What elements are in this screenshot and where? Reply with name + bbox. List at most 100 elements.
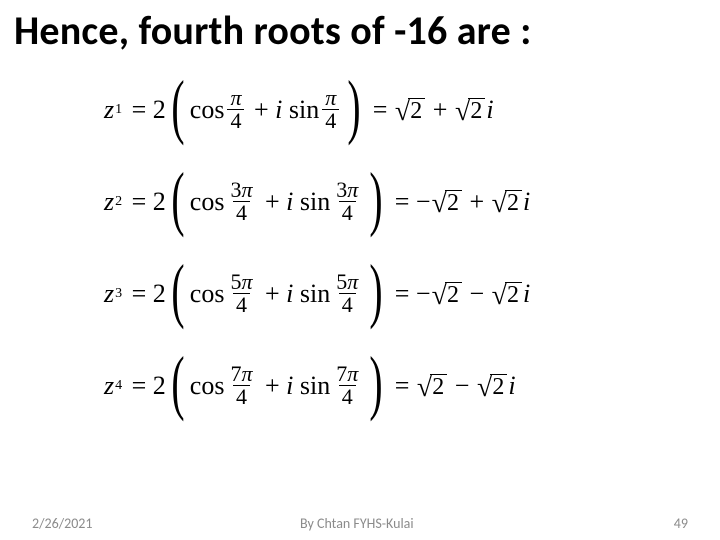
plus: +	[463, 187, 491, 217]
denom: 4	[233, 293, 250, 316]
rparen-icon: )	[370, 260, 383, 320]
radicand: 2	[445, 282, 462, 307]
equation-row: z4 = 2 ( cos 7π 4 + i sin 7π 4 ) = √2 − …	[104, 350, 624, 422]
imag-i: i	[286, 187, 293, 217]
sqrt: √2	[417, 374, 447, 399]
z-subscript: 3	[115, 286, 122, 302]
sqrt: √2	[477, 374, 507, 399]
radicand: 2	[468, 98, 485, 123]
sin-label: sin	[300, 279, 330, 309]
sqrt: √2	[432, 282, 462, 307]
rparen-icon: )	[370, 352, 383, 412]
radical-icon: √	[395, 101, 410, 123]
var-z: z	[104, 187, 114, 217]
footer-date: 2/26/2021	[32, 515, 92, 532]
numer: π	[230, 85, 241, 110]
minus: −	[463, 279, 491, 309]
fraction: 5π 4	[227, 271, 255, 316]
cos-label: cos	[190, 279, 225, 309]
coeff: 2	[153, 279, 166, 309]
slide: Hence, fourth roots of -16 are : z1 = 2 …	[0, 0, 720, 540]
cos-label: cos	[190, 187, 225, 217]
imag-i: i	[286, 279, 293, 309]
denom: 4	[339, 201, 356, 224]
equals: =	[366, 95, 394, 125]
coeff: 2	[153, 187, 166, 217]
rparen-icon: )	[370, 168, 383, 228]
radicand: 2	[505, 190, 522, 215]
coeff: 2	[153, 95, 166, 125]
equals: =	[125, 95, 153, 125]
radicand: 2	[505, 282, 522, 307]
radicand: 2	[445, 190, 462, 215]
footer-page: 49	[674, 515, 688, 532]
radical-icon: √	[492, 285, 507, 307]
imag-i: i	[486, 95, 493, 125]
radicand: 2	[430, 374, 447, 399]
equals: =	[125, 187, 153, 217]
plus: +	[258, 279, 286, 309]
denom: 4	[227, 109, 244, 132]
radicand: 2	[408, 98, 425, 123]
minus: −	[448, 371, 476, 401]
var-z: z	[104, 371, 114, 401]
equals: =	[125, 371, 153, 401]
equals: =	[125, 279, 153, 309]
imag-i: i	[523, 279, 530, 309]
cos-label: cos	[190, 95, 225, 125]
sin-label: sin	[300, 371, 330, 401]
var-z: z	[104, 95, 114, 125]
sqrt: √2	[395, 98, 425, 123]
fraction: π 4	[322, 87, 339, 132]
var-z: z	[104, 279, 114, 309]
imag-i: i	[286, 371, 293, 401]
fraction: 5π 4	[333, 271, 361, 316]
imag-i: i	[508, 371, 515, 401]
equals: =	[388, 187, 416, 217]
equals: =	[388, 371, 416, 401]
fraction: 3π 4	[227, 179, 255, 224]
sqrt: √2	[492, 282, 522, 307]
z-subscript: 4	[115, 378, 122, 394]
equation-row: z1 = 2 ( cos π 4 + i sin π 4 ) = √2 + √2	[104, 74, 624, 146]
sin-label: sin	[289, 95, 319, 125]
footer-author: By Chtan FYHS-Kulai	[300, 515, 414, 532]
fraction: π 4	[227, 87, 244, 132]
cos-label: cos	[190, 371, 225, 401]
plus: +	[247, 95, 275, 125]
denom: 4	[233, 385, 250, 408]
imag-i: i	[275, 95, 282, 125]
lparen-icon: (	[171, 168, 184, 228]
denom: 4	[339, 293, 356, 316]
radical-icon: √	[477, 377, 492, 399]
fraction: 7π 4	[333, 363, 361, 408]
z-subscript: 1	[115, 102, 122, 118]
sqrt: √2	[455, 98, 485, 123]
numer: π	[325, 85, 336, 110]
radicand: 2	[490, 374, 507, 399]
sign1: −	[416, 187, 431, 217]
sqrt: √2	[432, 190, 462, 215]
rparen-icon: )	[348, 76, 361, 136]
radical-icon: √	[432, 285, 447, 307]
equals: =	[388, 279, 416, 309]
coeff: 2	[153, 371, 166, 401]
radical-icon: √	[432, 193, 447, 215]
sign1: −	[416, 279, 431, 309]
lparen-icon: (	[171, 76, 184, 136]
radical-icon: √	[417, 377, 432, 399]
lparen-icon: (	[171, 260, 184, 320]
equations-block: z1 = 2 ( cos π 4 + i sin π 4 ) = √2 + √2	[104, 74, 624, 422]
sqrt: √2	[492, 190, 522, 215]
imag-i: i	[523, 187, 530, 217]
equation-row: z2 = 2 ( cos 3π 4 + i sin 3π 4 ) = − √2 …	[104, 166, 624, 238]
z-subscript: 2	[115, 194, 122, 210]
sin-label: sin	[300, 187, 330, 217]
plus: +	[258, 371, 286, 401]
fraction: 3π 4	[333, 179, 361, 224]
denom: 4	[322, 109, 339, 132]
slide-title: Hence, fourth roots of -16 are :	[14, 6, 531, 55]
lparen-icon: (	[171, 352, 184, 412]
radical-icon: √	[492, 193, 507, 215]
plus: +	[258, 187, 286, 217]
